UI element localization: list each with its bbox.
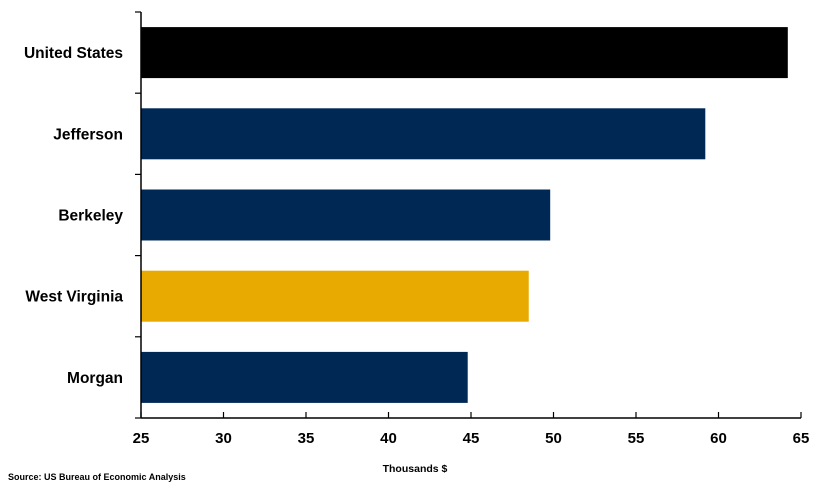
x-tick-label: 45 <box>463 430 480 447</box>
bar-morgan <box>141 351 468 403</box>
x-tick-label: 25 <box>133 430 150 447</box>
bar-west-virginia <box>141 270 529 322</box>
x-axis-title: Thousands $ <box>382 463 448 475</box>
x-tick-label: 40 <box>380 430 397 447</box>
x-tick-label: 65 <box>793 430 810 447</box>
x-tick-label: 55 <box>628 430 645 447</box>
category-label: United States <box>24 45 123 62</box>
bar-berkeley <box>141 189 551 241</box>
x-tick-label: 30 <box>215 430 232 447</box>
bar-united-states <box>141 27 788 79</box>
category-label: Jefferson <box>53 126 123 143</box>
x-tick-label: 50 <box>545 430 562 447</box>
category-label: West Virginia <box>25 289 123 306</box>
x-tick-label: 60 <box>710 430 727 447</box>
x-tick-label: 35 <box>298 430 315 447</box>
category-label: Berkeley <box>58 208 123 225</box>
category-label: Morgan <box>67 370 123 387</box>
bar-jefferson <box>141 108 706 160</box>
source-note: Source: US Bureau of Economic Analysis <box>8 472 186 482</box>
